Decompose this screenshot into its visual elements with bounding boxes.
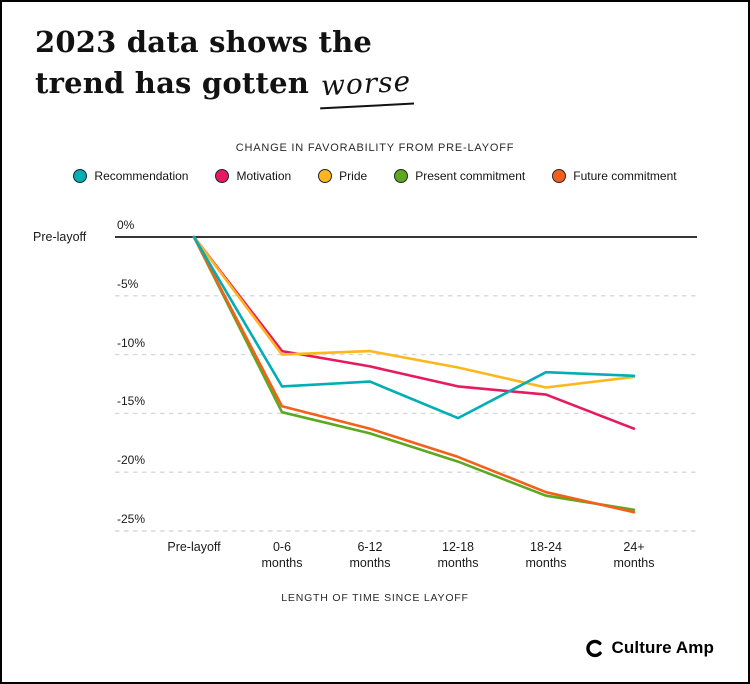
legend-label: Present commitment xyxy=(415,169,526,183)
legend-label: Pride xyxy=(339,169,368,183)
x-tick-label: Pre-layoff xyxy=(146,539,242,555)
brand-name: Culture Amp xyxy=(611,638,714,657)
series-line-future-commitment xyxy=(192,235,636,514)
x-tick-label-line: 0-6 xyxy=(272,540,292,554)
x-tick-label-line: months xyxy=(349,556,391,570)
legend-label: Future commitment xyxy=(573,169,677,183)
series-line-present-commitment xyxy=(192,235,636,512)
x-tick-label-line: months xyxy=(261,556,303,570)
x-tick-label: 12-18 months xyxy=(410,539,506,571)
x-tick-label: 18-24 months xyxy=(498,539,594,571)
series-line-motivation xyxy=(192,235,636,431)
x-tick-label: 0-6 months xyxy=(234,539,330,571)
legend-dot-present-commitment-icon xyxy=(394,169,409,183)
legend-dot-pride-icon xyxy=(318,169,333,183)
x-tick-label-line: 24+ xyxy=(623,540,645,554)
x-tick-label: 24+ months xyxy=(586,539,682,571)
chart-title: CHANGE IN FAVORABILITY FROM PRE-LAYOFF xyxy=(235,142,515,154)
x-tick-label-line: 6-12 xyxy=(357,540,383,554)
y-axis-annotation: Pre-layoff xyxy=(33,230,87,244)
page-title: 2023 data shows the trend has gotten wor… xyxy=(35,22,415,110)
series-line-pride xyxy=(192,235,636,389)
y-tick-label: -15% xyxy=(117,394,146,409)
x-tick-label-line: Pre-layoff xyxy=(167,540,221,554)
legend-item-present-commitment: Present commitment xyxy=(394,169,525,183)
legend-dot-motivation-icon xyxy=(215,169,230,183)
legend-item-motivation: Motivation xyxy=(215,169,291,183)
x-axis-caption: LENGTH OF TIME SINCE LAYOFF xyxy=(281,592,469,604)
x-tick-label-line: months xyxy=(525,556,567,570)
title-line-2-prefix: trend has gotten xyxy=(35,66,320,100)
y-tick-label: -25% xyxy=(117,512,146,526)
title-line-2: trend has gotten worse xyxy=(35,60,415,110)
y-tick-label: -10% xyxy=(117,335,146,350)
y-tick-label: -20% xyxy=(117,453,146,468)
legend-item-pride: Pride xyxy=(318,169,367,183)
culture-amp-logo-icon xyxy=(585,639,602,657)
x-tick-label-line: months xyxy=(437,556,479,570)
legend-item-future-commitment: Future commitment xyxy=(552,169,677,183)
legend-label: Recommendation xyxy=(94,169,189,183)
x-tick-label-line: 18-24 xyxy=(530,540,562,554)
y-tick-label: -5% xyxy=(117,276,139,291)
x-tick-label-line: months xyxy=(613,556,655,570)
x-tick-label: 6-12 months xyxy=(322,539,418,571)
legend: Recommendation Motivation Pride Present … xyxy=(2,169,748,183)
legend-dot-future-commitment-icon xyxy=(552,169,567,183)
legend-item-recommendation: Recommendation xyxy=(73,169,188,183)
title-line-1: 2023 data shows the xyxy=(35,25,373,59)
x-tick-label-line: 12-18 xyxy=(442,540,474,554)
legend-dot-recommendation-icon xyxy=(73,169,88,183)
series-line-recommendation xyxy=(192,235,636,420)
legend-label: Motivation xyxy=(236,169,292,183)
brand-footer: Culture Amp xyxy=(585,638,714,658)
y-tick-label: 0% xyxy=(117,218,135,232)
